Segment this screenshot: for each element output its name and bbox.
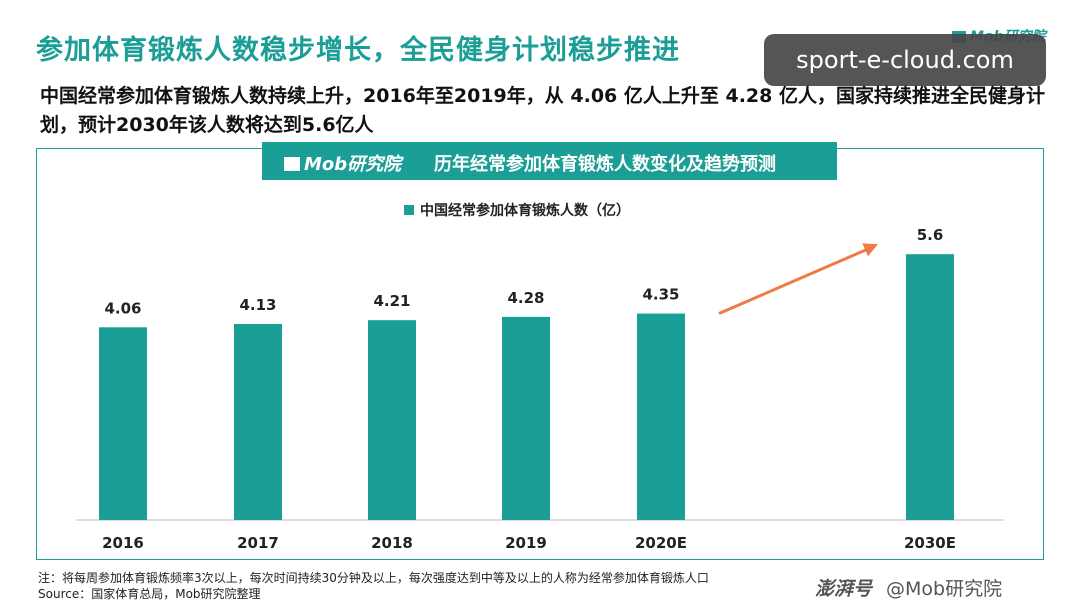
legend-label: 中国经常参加体育锻炼人数（亿）	[420, 203, 630, 219]
watermark-platform: 澎湃号	[815, 578, 873, 600]
data-label-2017: 4.13	[239, 296, 276, 314]
footnote: 注：将每周参加体育锻炼频率3次以上，每次时间持续30分钟及以上，每次强度达到中等…	[38, 570, 709, 602]
data-label-2019: 4.28	[507, 289, 544, 307]
x-tick-2020E: 2020E	[635, 534, 687, 552]
watermark: 澎湃号 @Mob研究院	[815, 574, 1002, 601]
building-icon	[284, 157, 300, 171]
chart-title: 历年经常参加体育锻炼人数变化及趋势预测	[434, 154, 776, 175]
trend-arrow-line	[718, 245, 873, 315]
trend-arrow-head	[862, 243, 878, 257]
banner-logo: Mob研究院	[284, 150, 401, 176]
data-label-2030E: 5.6	[917, 226, 944, 244]
bar-2016	[99, 327, 147, 520]
chart-banner: Mob研究院 历年经常参加体育锻炼人数变化及趋势预测	[262, 142, 837, 180]
data-label-2020E: 4.35	[642, 286, 679, 304]
page-subtitle: 中国经常参加体育锻炼人数持续上升，2016年至2019年，从 4.06 亿人上升…	[40, 85, 1045, 136]
x-tick-2017: 2017	[237, 534, 279, 552]
data-label-2018: 4.21	[373, 292, 410, 310]
site-badge: sport-e-cloud.com	[764, 34, 1046, 86]
footnote-note: 注：将每周参加体育锻炼频率3次以上，每次时间持续30分钟及以上，每次强度达到中等…	[38, 571, 709, 585]
bar-2020E	[637, 313, 685, 520]
banner-logo-text: Mob研究院	[304, 154, 402, 175]
chart-legend: 中国经常参加体育锻炼人数（亿）	[404, 200, 630, 220]
legend-swatch	[404, 205, 414, 215]
bar-2030E	[906, 254, 954, 520]
x-tick-2016: 2016	[102, 534, 144, 552]
x-tick-2018: 2018	[371, 534, 413, 552]
bar-2019	[502, 316, 550, 520]
watermark-account: @Mob研究院	[886, 578, 1003, 600]
bar-2018	[368, 320, 416, 520]
bar-2017	[234, 323, 282, 520]
x-tick-2019: 2019	[505, 534, 547, 552]
data-label-2016: 4.06	[104, 299, 141, 317]
footnote-source: Source：国家体育总局，Mob研究院整理	[38, 587, 261, 601]
x-tick-2030E: 2030E	[904, 534, 956, 552]
page-title: 参加体育锻炼人数稳步增长，全民健身计划稳步推进	[36, 35, 680, 66]
